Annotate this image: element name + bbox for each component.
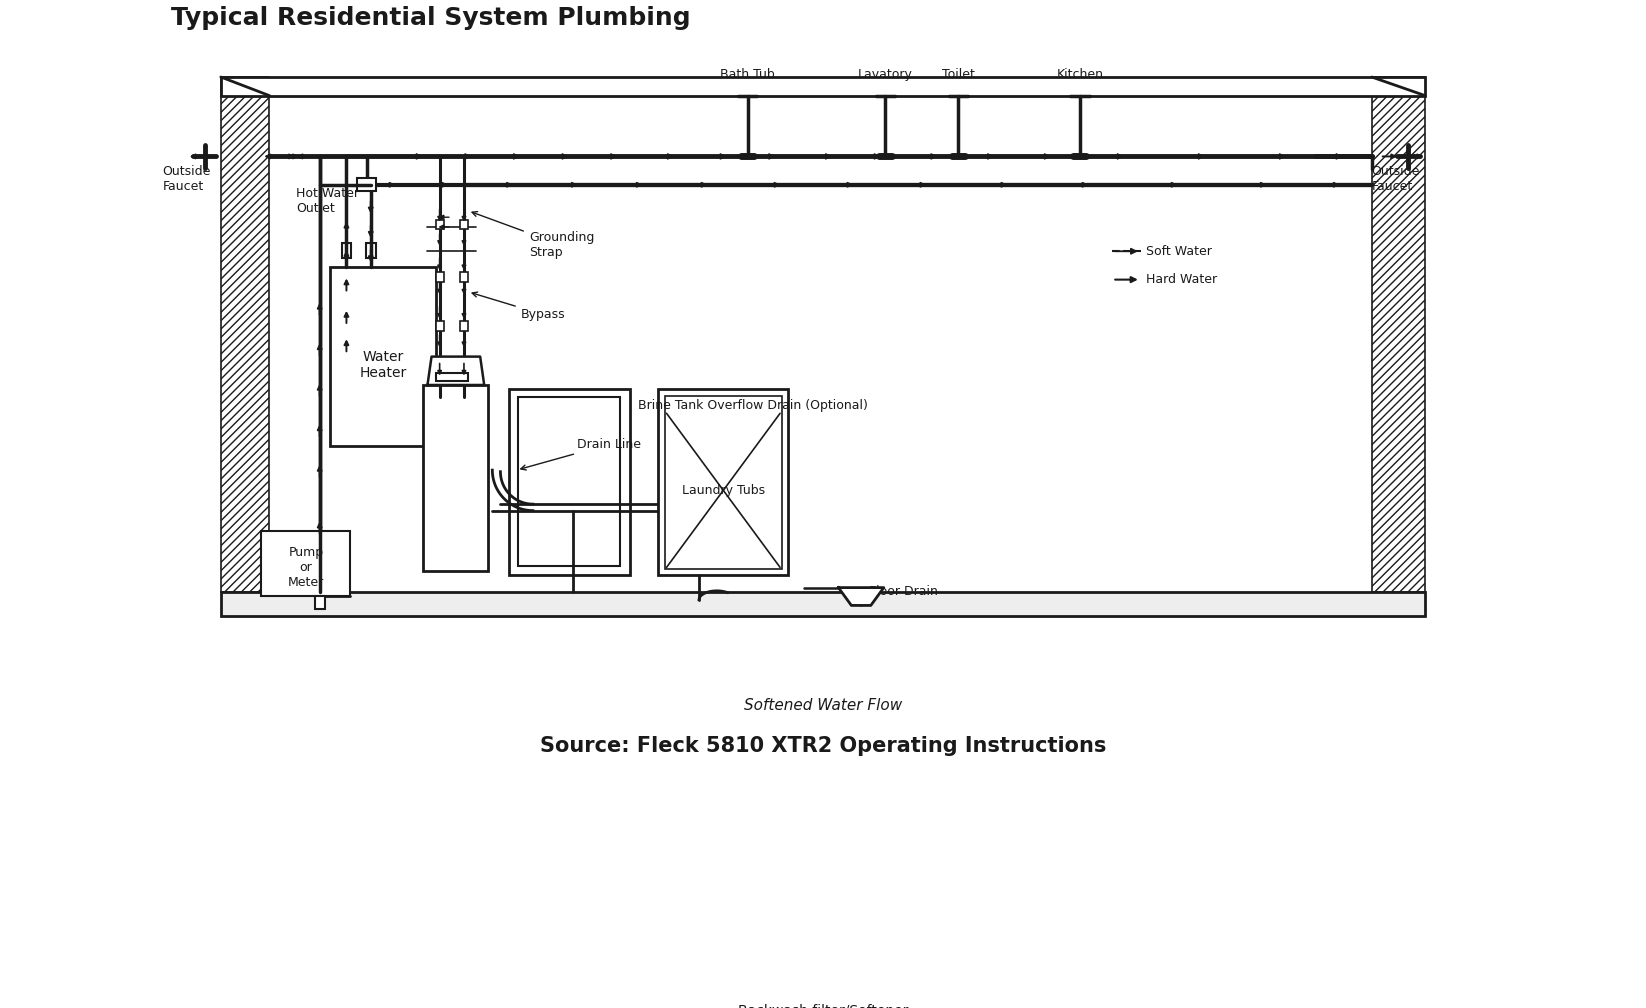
Polygon shape	[428, 357, 484, 385]
Bar	[221, 592, 1425, 616]
Polygon shape	[838, 588, 884, 606]
Bar	[357, 178, 377, 192]
Bar	[221, 77, 270, 592]
Bar	[262, 531, 351, 596]
Bar	[459, 272, 467, 282]
Bar	[365, 243, 375, 258]
Bar	[509, 389, 630, 576]
Text: Bypass: Bypass	[472, 292, 565, 321]
Text: Outside
Faucet: Outside Faucet	[163, 164, 211, 193]
Bar	[436, 373, 467, 381]
Bar	[221, 77, 1425, 96]
Bar	[423, 385, 489, 572]
Text: Hard Water: Hard Water	[1146, 273, 1218, 286]
Text: Soft Water: Soft Water	[1146, 245, 1211, 258]
Bar	[459, 220, 467, 230]
Text: Toilet: Toilet	[942, 69, 974, 81]
Bar	[459, 321, 467, 331]
Text: Laundry Tubs: Laundry Tubs	[681, 484, 765, 497]
Text: Softened Water Flow: Softened Water Flow	[744, 698, 902, 713]
Bar	[314, 596, 324, 609]
Text: Outside
Faucet: Outside Faucet	[1371, 164, 1420, 193]
Text: Floor Drain: Floor Drain	[869, 586, 938, 598]
Text: Backwash filter/Softener: Backwash filter/Softener	[737, 1004, 909, 1008]
Text: Brine Tank Overflow Drain (Optional): Brine Tank Overflow Drain (Optional)	[639, 399, 867, 411]
Text: Drain Line: Drain Line	[520, 437, 642, 470]
Text: Kitchen: Kitchen	[1057, 69, 1103, 81]
Bar	[436, 366, 444, 375]
Bar	[436, 272, 444, 282]
Bar	[518, 397, 621, 565]
Bar	[1371, 77, 1425, 592]
Bar	[436, 220, 444, 230]
Bar	[331, 267, 436, 446]
Text: Bath Tub: Bath Tub	[721, 69, 775, 81]
Text: Typical Residential System Plumbing: Typical Residential System Plumbing	[171, 6, 690, 30]
Text: Lavatory: Lavatory	[858, 69, 914, 81]
Bar	[665, 395, 782, 569]
Text: Source: Fleck 5810 XTR2 Operating Instructions: Source: Fleck 5810 XTR2 Operating Instru…	[540, 736, 1106, 756]
Bar	[658, 389, 788, 576]
Bar	[342, 243, 351, 258]
Text: Hot Water
Outlet: Hot Water Outlet	[296, 186, 359, 215]
Text: Grounding
Strap: Grounding Strap	[472, 212, 594, 259]
Bar	[459, 366, 467, 375]
Text: Water
Heater: Water Heater	[359, 350, 407, 380]
Text: Pump
or
Meter: Pump or Meter	[288, 546, 324, 589]
Bar	[436, 321, 444, 331]
